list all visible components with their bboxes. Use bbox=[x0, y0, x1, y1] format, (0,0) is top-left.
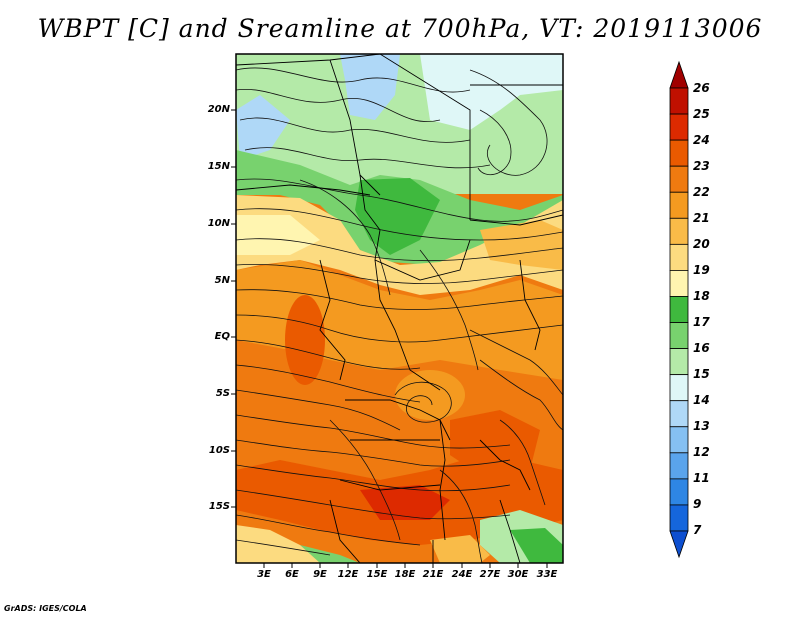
field-southeast-17 bbox=[510, 528, 563, 563]
chart-title: WBPT [C] and Sreamline at 700hPa, VT: 20… bbox=[37, 14, 763, 43]
field-southwest-16 bbox=[300, 545, 360, 563]
colorbar-swatch bbox=[669, 296, 689, 323]
lon-label-18e: 18E bbox=[394, 569, 416, 580]
lat-label-5n: 5N bbox=[214, 275, 230, 286]
lon-label-27e: 27E bbox=[479, 569, 501, 580]
colorbar-label-13: 13 bbox=[693, 419, 710, 433]
lat-label-10n: 10N bbox=[207, 218, 230, 229]
colorbar-label-25: 25 bbox=[693, 107, 710, 121]
colorbar-swatch bbox=[669, 87, 689, 115]
field-band-18 bbox=[236, 215, 320, 255]
lat-label-15n: 15N bbox=[207, 161, 230, 172]
colorbar-swatch bbox=[669, 348, 689, 376]
colorbar-swatch bbox=[669, 374, 689, 402]
colorbar-swatch bbox=[669, 139, 689, 167]
lon-label-33e: 33E bbox=[536, 569, 558, 580]
colorbar-swatch bbox=[669, 191, 689, 219]
colorbar-label-26: 26 bbox=[693, 81, 710, 95]
colorbar-label-23: 23 bbox=[693, 159, 710, 173]
colorbar-arrow-bottom bbox=[669, 530, 689, 559]
colorbar-label-24: 24 bbox=[693, 133, 710, 147]
lat-label-10s: 10S bbox=[208, 445, 230, 456]
lon-label-9e: 9E bbox=[313, 569, 327, 580]
grads-credit: GrADS: IGES/COLA bbox=[4, 604, 87, 613]
colorbar-label-15: 15 bbox=[693, 367, 710, 381]
lon-label-6e: 6E bbox=[285, 569, 299, 580]
colorbar-label-14: 14 bbox=[693, 393, 710, 407]
colorbar-label-19: 19 bbox=[693, 263, 710, 277]
colorbar-swatch bbox=[669, 426, 689, 454]
colorbar-label-21: 21 bbox=[693, 211, 710, 225]
colorbar-label-12: 12 bbox=[693, 445, 710, 459]
lon-label-30e: 30E bbox=[507, 569, 529, 580]
colorbar-swatch bbox=[669, 243, 689, 271]
colorbar-swatch bbox=[669, 165, 689, 193]
lat-label-5s: 5S bbox=[215, 388, 230, 399]
colorbar bbox=[669, 60, 689, 559]
colorbar-label-20: 20 bbox=[693, 237, 710, 251]
colorbar-arrow-top bbox=[669, 60, 689, 89]
lon-label-21e: 21E bbox=[422, 569, 444, 580]
field-center-21 bbox=[395, 370, 465, 420]
map-frame bbox=[235, 53, 564, 564]
lat-label-20n: 20N bbox=[207, 104, 230, 115]
colorbar-swatch bbox=[669, 217, 689, 245]
colorbar-label-9: 9 bbox=[693, 497, 702, 511]
lat-label-eq: EQ bbox=[214, 331, 230, 342]
colorbar-label-7: 7 bbox=[693, 523, 702, 537]
lon-label-3e: 3E bbox=[257, 569, 271, 580]
lon-label-24e: 24E bbox=[451, 569, 473, 580]
field-west-23 bbox=[285, 295, 325, 385]
field-south-24 bbox=[360, 485, 450, 520]
colorbar-label-17: 17 bbox=[693, 315, 710, 329]
colorbar-swatch bbox=[669, 504, 689, 532]
colorbar-swatch bbox=[669, 270, 689, 297]
axis-ticks bbox=[231, 109, 548, 568]
colorbar-swatch bbox=[669, 113, 689, 141]
field-southwest-19 bbox=[236, 525, 330, 563]
colorbar-label-11: 11 bbox=[693, 471, 710, 485]
wbpt-field bbox=[236, 54, 563, 563]
lon-label-15e: 15E bbox=[366, 569, 388, 580]
field-band-20 bbox=[480, 220, 563, 270]
colorbar-swatch bbox=[669, 400, 689, 428]
field-southeast-23 bbox=[450, 410, 540, 475]
colorbar-swatch bbox=[669, 452, 689, 480]
field-band-19 bbox=[236, 195, 563, 295]
colorbar-label-22: 22 bbox=[693, 185, 710, 199]
streamlines bbox=[236, 67, 563, 563]
field-northwest-14 bbox=[236, 95, 290, 160]
lat-label-15s: 15S bbox=[208, 501, 230, 512]
colorbar-swatch bbox=[669, 322, 689, 349]
colorbar-swatch bbox=[669, 478, 689, 506]
field-south-20 bbox=[430, 535, 490, 563]
lon-label-12e: 12E bbox=[337, 569, 359, 580]
country-borders bbox=[236, 54, 563, 563]
colorbar-label-18: 18 bbox=[693, 289, 710, 303]
colorbar-label-16: 16 bbox=[693, 341, 710, 355]
field-north-14 bbox=[340, 54, 400, 120]
